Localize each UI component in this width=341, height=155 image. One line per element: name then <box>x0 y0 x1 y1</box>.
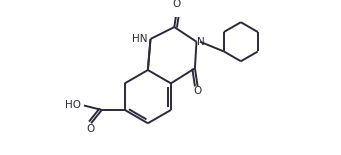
Text: HN: HN <box>132 34 148 44</box>
Text: HO: HO <box>65 100 81 110</box>
Text: O: O <box>173 0 181 9</box>
Text: O: O <box>193 86 202 96</box>
Text: O: O <box>86 124 94 134</box>
Text: N: N <box>197 37 205 47</box>
